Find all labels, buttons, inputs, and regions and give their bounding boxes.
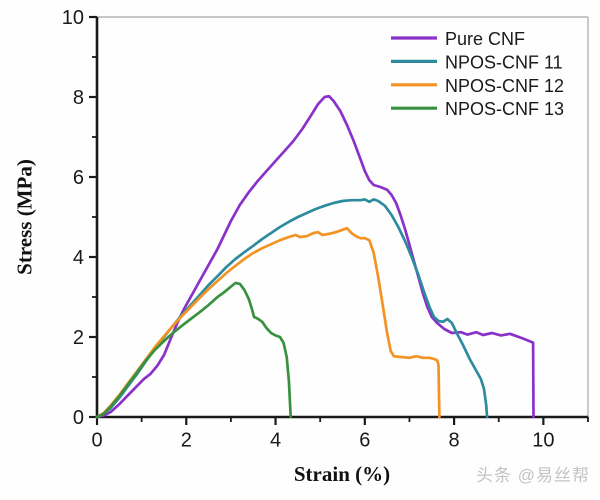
x-tick-label: 2 xyxy=(181,430,192,452)
x-tick-label: 6 xyxy=(359,430,370,452)
series-line-npos-cnf-13 xyxy=(95,281,293,419)
y-tick-label: 0 xyxy=(73,407,84,429)
legend-label-npos-cnf-12: NPOS-CNF 12 xyxy=(445,76,564,96)
legend-label-npos-cnf-13: NPOS-CNF 13 xyxy=(445,99,564,119)
series-line-pure-cnf xyxy=(95,94,535,419)
y-tick-label: 4 xyxy=(73,247,84,269)
series-line-npos-cnf-12 xyxy=(95,226,441,419)
y-tick-label: 6 xyxy=(73,167,84,189)
y-axis-title: Stress (MPa) xyxy=(12,159,37,275)
x-tick-label: 10 xyxy=(532,430,554,452)
y-tick-label: 10 xyxy=(62,7,84,29)
x-axis-title: Strain (%) xyxy=(293,462,391,486)
series-line-npos-cnf-11 xyxy=(95,198,489,419)
x-tick-label: 8 xyxy=(449,430,460,452)
x-tick-label: 4 xyxy=(270,430,281,452)
legend-label-npos-cnf-11: NPOS-CNF 11 xyxy=(445,52,563,72)
legend-label-pure-cnf: Pure CNF xyxy=(445,29,525,49)
x-tick-label: 0 xyxy=(91,430,102,452)
y-tick-label: 2 xyxy=(73,327,84,349)
watermark-text: 头条 @易丝帮 xyxy=(476,466,590,485)
y-tick-label: 8 xyxy=(73,87,84,109)
